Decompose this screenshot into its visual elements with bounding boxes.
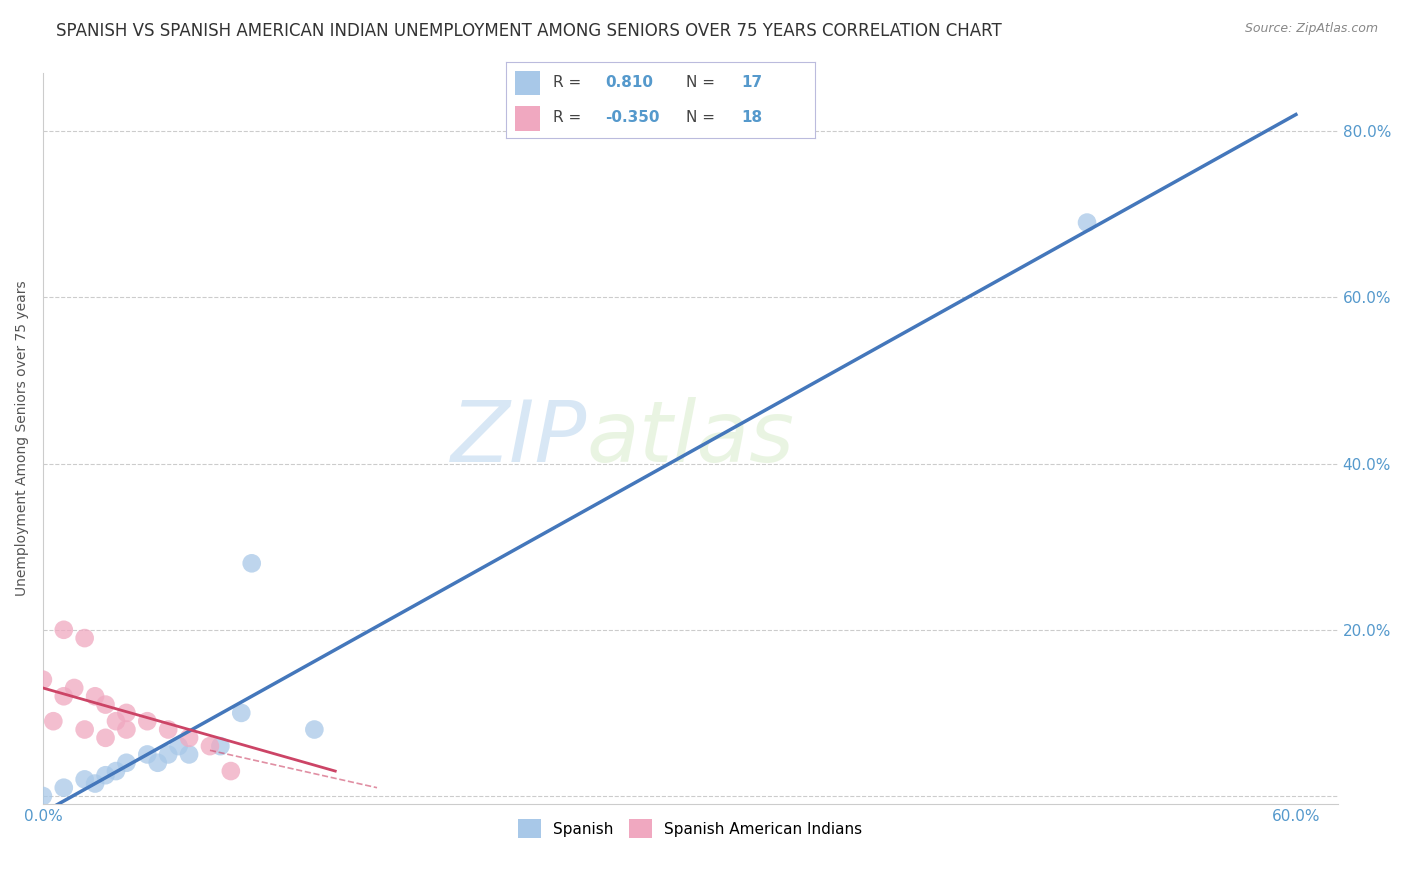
- Point: [94, 698, 117, 712]
- Point: [63, 681, 86, 695]
- Point: [177, 731, 200, 745]
- Point: [73, 723, 96, 737]
- Point: [94, 731, 117, 745]
- Text: 0.810: 0.810: [605, 76, 654, 90]
- Point: [52, 690, 75, 704]
- Point: [104, 764, 127, 778]
- Point: [104, 714, 127, 729]
- Point: [84, 776, 107, 790]
- Point: [304, 723, 326, 737]
- Point: [84, 690, 107, 704]
- Point: [177, 747, 200, 762]
- FancyBboxPatch shape: [516, 106, 540, 130]
- Point: [157, 723, 180, 737]
- Text: ZIP: ZIP: [450, 397, 586, 480]
- Point: [32, 673, 55, 687]
- Point: [209, 739, 232, 753]
- Point: [198, 739, 221, 753]
- Point: [73, 631, 96, 645]
- Text: 17: 17: [741, 76, 762, 90]
- Text: R =: R =: [553, 111, 586, 125]
- Point: [1076, 216, 1098, 230]
- Text: -0.350: -0.350: [605, 111, 659, 125]
- Point: [115, 706, 138, 720]
- Text: 18: 18: [741, 111, 762, 125]
- Point: [167, 739, 190, 753]
- Point: [32, 789, 55, 803]
- Point: [157, 747, 180, 762]
- Point: [42, 714, 65, 729]
- Text: R =: R =: [553, 76, 586, 90]
- Point: [52, 623, 75, 637]
- Point: [115, 723, 138, 737]
- Text: Source: ZipAtlas.com: Source: ZipAtlas.com: [1244, 22, 1378, 36]
- Point: [52, 780, 75, 795]
- Text: SPANISH VS SPANISH AMERICAN INDIAN UNEMPLOYMENT AMONG SENIORS OVER 75 YEARS CORR: SPANISH VS SPANISH AMERICAN INDIAN UNEMP…: [56, 22, 1002, 40]
- Point: [73, 772, 96, 787]
- Text: N =: N =: [686, 111, 720, 125]
- Point: [136, 714, 159, 729]
- FancyBboxPatch shape: [516, 70, 540, 95]
- Point: [219, 764, 242, 778]
- Text: N =: N =: [686, 76, 720, 90]
- Point: [115, 756, 138, 770]
- Text: atlas: atlas: [586, 397, 794, 480]
- Point: [240, 557, 263, 571]
- Point: [136, 747, 159, 762]
- Y-axis label: Unemployment Among Seniors over 75 years: Unemployment Among Seniors over 75 years: [15, 281, 30, 597]
- Legend: Spanish, Spanish American Indians: Spanish, Spanish American Indians: [512, 814, 869, 844]
- Point: [231, 706, 253, 720]
- Point: [146, 756, 169, 770]
- Point: [94, 768, 117, 782]
